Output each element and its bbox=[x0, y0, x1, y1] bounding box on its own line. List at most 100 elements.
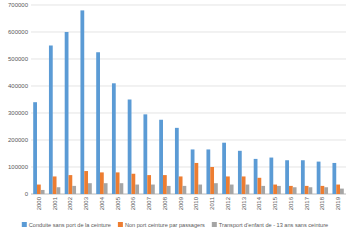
bar bbox=[340, 189, 344, 194]
bar bbox=[293, 187, 297, 194]
x-tick-label: 2004 bbox=[99, 196, 105, 210]
x-tick-label: 2015 bbox=[272, 196, 278, 210]
x-tick-label: 2013 bbox=[241, 196, 247, 210]
grid-line bbox=[31, 113, 346, 114]
legend-label: Transport d'enfant de - 13 ans sans cein… bbox=[219, 222, 328, 228]
y-tick-label: 700000 bbox=[8, 2, 29, 8]
legend-label: Non port ceinture par passagers bbox=[125, 222, 205, 228]
bar bbox=[309, 187, 313, 194]
y-tick-label: 300000 bbox=[8, 110, 29, 116]
grid-line bbox=[31, 194, 346, 195]
x-axis bbox=[31, 194, 346, 195]
bar bbox=[222, 143, 226, 194]
x-tick-label: 2019 bbox=[335, 196, 341, 210]
x-tick-label: 2005 bbox=[115, 196, 121, 210]
bar bbox=[116, 172, 120, 194]
legend-swatch bbox=[22, 222, 27, 227]
x-tick-label: 2007 bbox=[146, 196, 152, 210]
bar bbox=[206, 149, 210, 194]
bar bbox=[100, 172, 104, 194]
bar bbox=[120, 183, 124, 194]
bar bbox=[128, 100, 132, 195]
bar bbox=[84, 171, 88, 194]
x-tick-label: 2009 bbox=[178, 196, 184, 210]
x-tick-label: 2010 bbox=[193, 196, 199, 210]
bar bbox=[214, 183, 218, 194]
y-tick-label: 600000 bbox=[8, 29, 29, 35]
legend-swatch bbox=[212, 222, 217, 227]
x-tick-label: 2016 bbox=[288, 196, 294, 210]
bar bbox=[305, 186, 309, 194]
grid-line bbox=[31, 59, 346, 60]
bar bbox=[261, 186, 265, 194]
grid-line bbox=[31, 32, 346, 33]
bar bbox=[163, 175, 167, 194]
bars bbox=[33, 10, 344, 194]
bar bbox=[194, 163, 198, 194]
bar bbox=[80, 10, 84, 194]
bar bbox=[112, 83, 116, 194]
x-tick-label: 2002 bbox=[67, 196, 73, 210]
bar bbox=[151, 185, 155, 194]
y-tick-label: 500000 bbox=[8, 56, 29, 62]
bar bbox=[175, 128, 179, 194]
bar bbox=[53, 176, 57, 194]
chart-container: 0 100000 200000 300000 400000 500000 600000 700… bbox=[0, 0, 350, 233]
bar bbox=[41, 190, 45, 194]
bar bbox=[336, 185, 340, 194]
y-tick-label: 100000 bbox=[8, 164, 29, 170]
bar bbox=[191, 149, 195, 194]
bar bbox=[320, 186, 324, 194]
chart-svg: 0 100000 200000 300000 400000 500000 600000 700… bbox=[0, 0, 350, 233]
x-tick-label: 2001 bbox=[52, 196, 58, 210]
bar bbox=[238, 151, 242, 194]
bar bbox=[257, 178, 261, 194]
bar bbox=[254, 159, 258, 194]
bar bbox=[131, 174, 135, 194]
bar bbox=[246, 185, 250, 194]
bar bbox=[324, 187, 328, 194]
bar bbox=[242, 176, 246, 194]
bar bbox=[167, 186, 171, 194]
x-tick-label: 2011 bbox=[209, 196, 215, 210]
bar bbox=[230, 185, 234, 194]
legend-swatch bbox=[118, 222, 123, 227]
bar bbox=[68, 175, 72, 194]
bar bbox=[289, 186, 293, 194]
grid-line bbox=[31, 167, 346, 168]
bar bbox=[317, 162, 321, 194]
bar bbox=[65, 32, 69, 194]
bar bbox=[159, 120, 163, 194]
bar bbox=[147, 175, 151, 194]
y-tick-label: 200000 bbox=[8, 137, 29, 143]
bar bbox=[269, 158, 273, 194]
x-tick-label: 2006 bbox=[130, 196, 136, 210]
bar bbox=[277, 186, 281, 194]
bar bbox=[72, 186, 76, 194]
bar bbox=[37, 185, 41, 194]
bar bbox=[143, 114, 147, 194]
legend-label: Conduite sans port de la ceinture bbox=[29, 222, 111, 228]
bar bbox=[332, 163, 336, 194]
bar bbox=[273, 185, 277, 194]
y-tick-label: 0 bbox=[25, 191, 29, 197]
x-tick-label: 2000 bbox=[36, 196, 42, 210]
bar bbox=[88, 183, 92, 194]
x-tick-label: 2008 bbox=[162, 196, 168, 210]
bar bbox=[198, 185, 202, 194]
legend: Conduite sans port de la ceinture Non por… bbox=[22, 222, 328, 228]
bar bbox=[96, 52, 100, 194]
y-tick-label: 400000 bbox=[8, 83, 29, 89]
bar bbox=[226, 176, 230, 194]
bar bbox=[183, 186, 187, 194]
bar bbox=[57, 187, 61, 194]
bar bbox=[49, 46, 53, 195]
bar bbox=[301, 160, 305, 194]
grid-line bbox=[31, 140, 346, 141]
x-tick-label: 2018 bbox=[319, 196, 325, 210]
x-tick-label: 2012 bbox=[225, 196, 231, 210]
bar bbox=[285, 160, 289, 194]
bar bbox=[210, 167, 214, 194]
bar bbox=[135, 185, 139, 194]
bar bbox=[179, 176, 183, 194]
